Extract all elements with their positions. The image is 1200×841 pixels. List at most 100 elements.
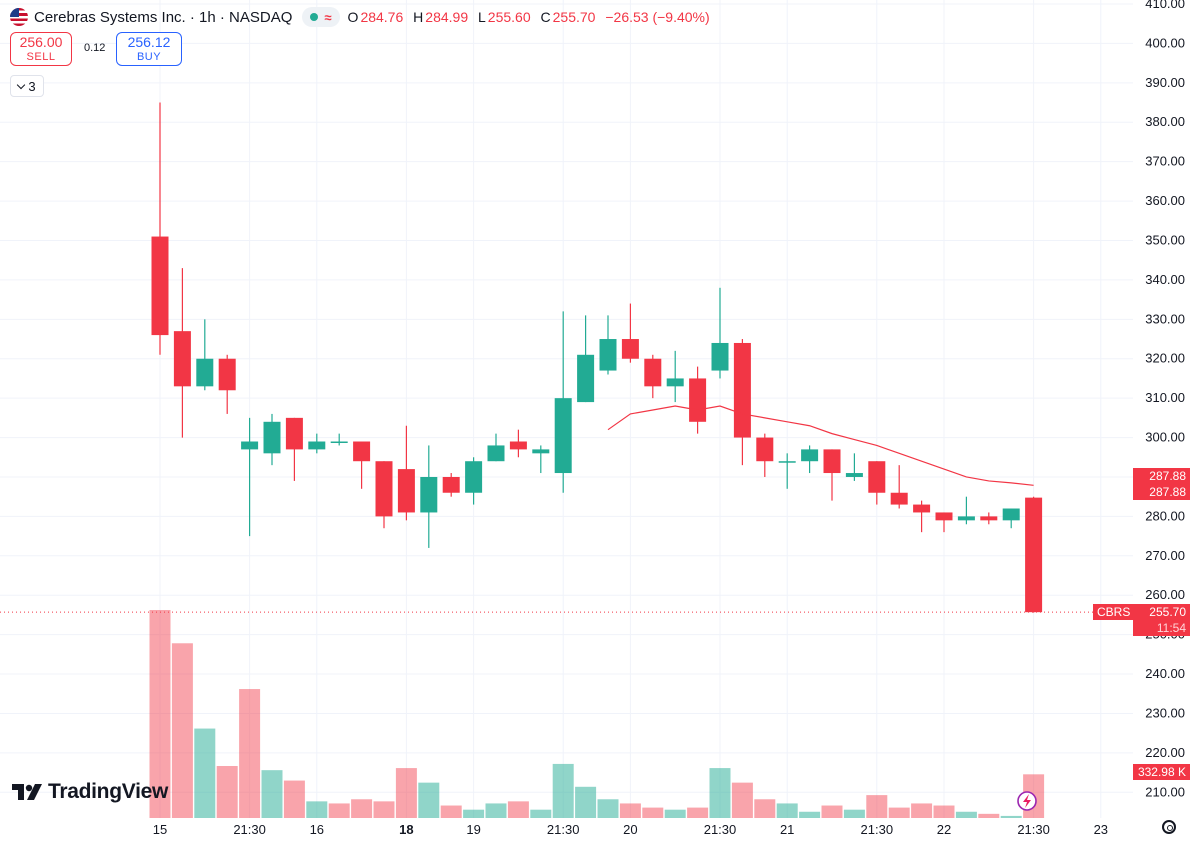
candlestick-series (151, 102, 1043, 613)
low-label: L (478, 9, 486, 25)
symbol-title[interactable]: Cerebras Systems Inc. · 1h · NASDAQ (34, 8, 293, 26)
candle (733, 339, 751, 466)
chevron-down-icon (17, 80, 26, 89)
us-flag-icon (10, 8, 28, 26)
candle (554, 311, 572, 493)
market-open-icon (310, 13, 319, 21)
high-value: 284.99 (425, 9, 469, 25)
tradingview-logo[interactable]: TradingView (12, 780, 168, 804)
ohlc-readout: O 284.76 H 284.99 L 255.60 C 255.70 −26.53 (… (348, 9, 716, 25)
volume-bar (687, 807, 709, 818)
volume-bar (642, 807, 664, 818)
indicators-count: 3 (28, 78, 36, 94)
x-tick-label: 21:30 (233, 822, 266, 837)
candle (845, 453, 863, 481)
candle (756, 433, 774, 477)
volume-bar (463, 809, 485, 818)
low-value: 255.60 (487, 9, 531, 25)
volume-bar (664, 809, 686, 818)
candle (442, 473, 460, 497)
volume-bar (530, 809, 552, 818)
y-tick-label: 270.00 (1145, 548, 1185, 563)
volume-bar (776, 803, 798, 818)
candle (487, 433, 505, 462)
volume-bar (799, 811, 821, 818)
candle (151, 102, 169, 355)
time-axis[interactable]: 15 21:30 16 18 19 21:30 20 21:30 21 21:30 22 21:30 2… (153, 822, 1108, 837)
volume-bar (507, 801, 529, 818)
candle (666, 350, 684, 403)
candle (621, 303, 639, 363)
x-tick-label: 21 (780, 822, 794, 837)
volume-histogram (149, 610, 1045, 818)
candle (644, 354, 662, 399)
volume-bar (261, 770, 283, 818)
open-label: O (347, 9, 359, 25)
candle (532, 445, 550, 474)
buy-label: BUY (136, 50, 162, 63)
volume-bar (395, 768, 417, 818)
candle (397, 425, 415, 521)
volume-bar (418, 782, 440, 818)
symbol-tag: CBRS (1093, 604, 1133, 621)
price-axis[interactable]: 410.00 400.00 390.00 380.00 370.00 360.00 350.… (1145, 0, 1185, 799)
y-tick-label: 350.00 (1145, 232, 1185, 247)
buy-button[interactable]: 256.12 BUY (116, 32, 182, 66)
volume-bar (283, 780, 305, 818)
replay-bolt-icon[interactable] (1017, 791, 1037, 811)
volume-bar (843, 809, 865, 818)
y-tick-label: 320.00 (1145, 351, 1185, 366)
candle (577, 315, 595, 403)
volume-bar (955, 811, 977, 818)
volume-bar (328, 803, 350, 818)
x-tick-label: 22 (937, 822, 951, 837)
candle (330, 433, 348, 446)
x-tick-label: 21:30 (547, 822, 580, 837)
buy-price: 256.12 (127, 34, 171, 51)
candle (308, 433, 326, 454)
approx-icon: ≈ (324, 9, 332, 25)
candle (689, 366, 707, 434)
last-price-label: 255.70 (1133, 604, 1190, 621)
y-tick-label: 260.00 (1145, 587, 1185, 602)
candle (218, 354, 236, 414)
y-tick-label: 300.00 (1145, 430, 1185, 445)
sell-button[interactable]: 256.00 SELL (10, 32, 72, 66)
indicator-status[interactable]: ≈ (302, 7, 340, 27)
candle (420, 445, 438, 548)
volume-bar (888, 807, 910, 818)
high-label: H (413, 9, 424, 25)
y-tick-label: 220.00 (1145, 745, 1185, 760)
indicators-toggle-button[interactable]: 3 (10, 75, 44, 97)
moving-average-line (607, 405, 1034, 486)
candle (509, 429, 527, 458)
spread-value: 0.12 (84, 42, 106, 54)
volume-bar (351, 799, 373, 818)
candle (711, 287, 729, 379)
candle (935, 512, 953, 533)
volume-bar (149, 610, 171, 818)
gear-icon[interactable] (1162, 820, 1176, 834)
ma-price-label-2: 287.88 (1133, 484, 1190, 501)
candle (465, 457, 483, 505)
candle (823, 449, 841, 501)
volume-bar (575, 786, 597, 818)
open-value: 284.76 (360, 9, 404, 25)
candle (241, 417, 259, 537)
volume-bar (194, 728, 216, 818)
x-tick-label: 20 (623, 822, 637, 837)
volume-bar (821, 805, 843, 818)
y-tick-label: 410.00 (1145, 0, 1185, 11)
x-tick-label: 15 (153, 822, 167, 837)
y-tick-label: 210.00 (1145, 784, 1185, 799)
volume-bar (1000, 815, 1022, 818)
candle (778, 453, 796, 489)
volume-bar (866, 795, 888, 818)
volume-bar (731, 782, 753, 818)
candle (263, 413, 281, 466)
candle (868, 461, 886, 505)
y-tick-label: 340.00 (1145, 272, 1185, 287)
volume-bar (754, 799, 776, 818)
